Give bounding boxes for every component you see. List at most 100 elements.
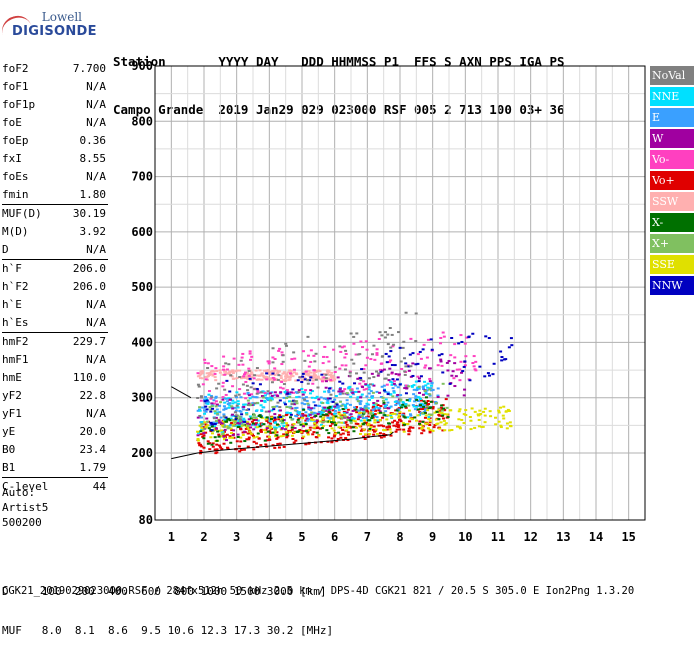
echo-point — [332, 429, 336, 432]
echo-point — [265, 419, 269, 422]
echo-point — [418, 391, 422, 394]
echo-point — [331, 389, 335, 392]
echo-point — [248, 377, 252, 380]
echo-point — [278, 409, 282, 412]
echo-point — [225, 400, 229, 403]
echo-point — [347, 426, 351, 429]
echo-point — [230, 429, 234, 432]
echo-point — [301, 390, 305, 393]
echo-point — [341, 432, 345, 435]
logo-line-2: DIGISONDE — [12, 24, 97, 39]
param-value: 3.92 — [79, 225, 107, 238]
echo-point — [308, 426, 312, 429]
echo-point — [251, 416, 255, 419]
param-value: N/A — [86, 243, 106, 256]
echo-point — [395, 395, 399, 398]
echo-point — [258, 425, 262, 428]
echo-point — [316, 370, 320, 373]
echo-point — [271, 372, 275, 375]
x-tick-label: 1 — [168, 530, 175, 544]
echo-point — [359, 408, 363, 411]
echo-point — [290, 407, 294, 410]
echo-point — [401, 403, 405, 406]
echo-point — [381, 425, 385, 428]
echo-point — [380, 362, 384, 365]
echo-point — [327, 369, 331, 372]
echo-point — [422, 343, 426, 346]
echo-point — [358, 416, 362, 419]
echo-point — [285, 436, 289, 439]
echo-point — [227, 406, 231, 409]
echo-point — [212, 399, 216, 402]
echo-point — [240, 422, 244, 425]
echo-point — [280, 351, 284, 354]
echo-point — [312, 431, 316, 434]
echo-point — [302, 371, 306, 374]
echo-point — [284, 414, 288, 417]
echo-point — [255, 396, 259, 399]
echo-point — [364, 340, 368, 343]
echo-point — [328, 397, 332, 400]
echo-point — [328, 424, 332, 427]
echo-point — [395, 401, 399, 404]
echo-point — [387, 379, 391, 382]
echo-point — [234, 396, 238, 399]
echo-point — [327, 378, 331, 381]
echo-point — [228, 436, 232, 439]
echo-point — [330, 422, 334, 425]
echo-point — [460, 371, 464, 374]
echo-point — [465, 336, 469, 339]
echo-point — [303, 391, 307, 394]
echo-point — [374, 428, 378, 431]
echo-point — [484, 335, 488, 338]
echo-point — [237, 420, 241, 423]
param-name: hmF1 — [2, 353, 29, 366]
echo-point — [247, 394, 251, 397]
echo-point — [336, 438, 340, 441]
param-row: yF2 22.8 — [2, 387, 108, 405]
echo-point — [221, 381, 225, 384]
echo-point — [240, 424, 244, 427]
echo-point — [416, 386, 420, 389]
echo-point — [505, 422, 509, 425]
echo-point — [395, 425, 399, 428]
echo-point — [219, 401, 223, 404]
echo-point — [263, 439, 267, 442]
echo-point — [505, 427, 509, 430]
echo-point — [301, 393, 305, 396]
header-labels: Station YYYY DAY DDD HHMMSS P1 FFS S AXN… — [113, 54, 565, 69]
echo-point — [468, 379, 472, 382]
echo-point — [334, 402, 338, 405]
echo-point — [244, 427, 248, 430]
echo-point — [473, 368, 477, 371]
echo-point — [303, 398, 307, 401]
echo-point — [340, 417, 344, 420]
echo-point — [439, 360, 443, 363]
echo-point — [419, 375, 423, 378]
echo-point — [382, 401, 386, 404]
param-row: foEs N/A — [2, 168, 108, 186]
station-header: Station YYYY DAY DDD HHMMSS P1 FFS S AXN… — [113, 22, 565, 134]
echo-point — [218, 371, 222, 374]
echo-point — [309, 349, 313, 352]
echo-point — [440, 412, 444, 415]
echo-point — [386, 393, 390, 396]
param-row: foF2 7.700 — [2, 60, 108, 78]
echo-point — [251, 373, 255, 376]
echo-point — [308, 418, 312, 421]
echo-point — [251, 382, 255, 385]
echo-point — [332, 412, 336, 415]
echo-point — [394, 403, 398, 406]
echo-point — [204, 405, 208, 408]
echo-point — [205, 417, 209, 420]
echo-point — [247, 402, 251, 405]
echo-point — [337, 421, 341, 424]
echo-point — [372, 403, 376, 406]
echo-point — [395, 428, 399, 431]
echo-point — [316, 375, 320, 378]
echo-point — [270, 416, 274, 419]
echo-point — [290, 426, 294, 429]
echo-point — [284, 342, 288, 345]
echo-point — [426, 400, 430, 403]
echo-point — [273, 367, 277, 370]
